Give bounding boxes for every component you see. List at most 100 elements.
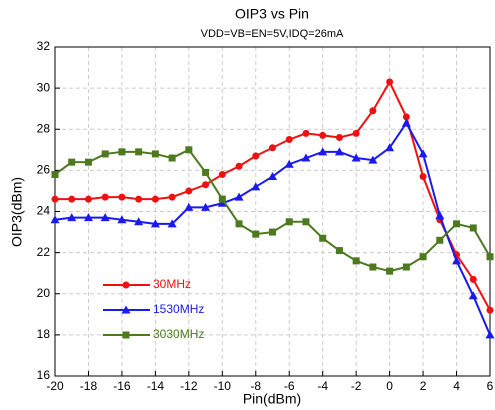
marker: [122, 281, 130, 289]
marker: [67, 213, 77, 222]
y-tick-label: 20: [37, 286, 51, 300]
marker: [319, 131, 327, 139]
marker: [202, 181, 210, 189]
marker: [252, 152, 260, 160]
marker: [168, 193, 176, 201]
marker: [486, 253, 494, 261]
marker: [468, 291, 478, 300]
marker: [118, 148, 126, 156]
marker: [385, 143, 395, 152]
marker: [269, 144, 276, 152]
marker: [435, 211, 445, 220]
marker: [485, 330, 495, 339]
marker: [201, 202, 211, 211]
marker: [486, 306, 494, 314]
marker: [335, 133, 343, 141]
marker: [368, 155, 378, 164]
marker: [184, 202, 194, 211]
marker: [251, 182, 261, 191]
marker: [151, 195, 159, 203]
marker: [284, 159, 294, 168]
marker: [335, 247, 343, 255]
marker: [285, 136, 293, 144]
marker: [469, 275, 477, 283]
marker: [386, 78, 394, 86]
chart-title: OIP3 vs Pin: [235, 6, 309, 22]
marker: [135, 195, 143, 203]
marker: [167, 219, 177, 228]
marker: [268, 172, 277, 181]
y-tick-label: 28: [37, 121, 51, 135]
y-tick-label: 24: [37, 204, 51, 218]
marker: [352, 257, 360, 265]
marker: [168, 154, 176, 162]
marker: [84, 158, 92, 166]
x-tick-label: 2: [420, 379, 427, 393]
marker: [202, 168, 210, 176]
marker: [452, 256, 462, 265]
marker: [68, 195, 76, 203]
marker: [386, 267, 394, 275]
marker: [334, 147, 344, 156]
marker: [319, 234, 327, 242]
x-tick-label: -14: [147, 379, 165, 393]
y-tick-label: 22: [37, 245, 51, 259]
y-tick-label: 26: [37, 163, 51, 177]
marker: [100, 213, 110, 222]
legend-label: 3030MHz: [153, 327, 204, 341]
marker: [51, 195, 59, 203]
legend-label: 1530MHz: [153, 302, 204, 316]
marker: [218, 195, 226, 203]
x-tick-label: 4: [453, 379, 460, 393]
y-tick-label: 16: [37, 368, 51, 382]
marker: [101, 193, 109, 201]
marker: [235, 220, 243, 228]
y-axis-label: OIP3(dBm): [9, 177, 25, 247]
x-axis-label: Pin(dBm): [243, 391, 301, 407]
x-tick-label: -2: [351, 379, 362, 393]
marker: [369, 263, 377, 271]
marker: [217, 198, 227, 207]
marker: [122, 331, 130, 339]
marker: [185, 187, 193, 195]
x-tick-label: -10: [214, 379, 232, 393]
y-tick-label: 32: [37, 39, 51, 53]
chart-subtitle: VDD=VB=EN=5V,IDQ=26mA: [201, 28, 344, 40]
x-tick-label: -18: [80, 379, 98, 393]
x-tick-label: -12: [180, 379, 198, 393]
marker: [117, 215, 127, 224]
marker: [234, 192, 244, 201]
marker: [218, 170, 226, 178]
plot-frame: [54, 46, 491, 377]
marker: [369, 107, 377, 115]
marker: [51, 170, 59, 178]
marker: [121, 305, 131, 314]
marker: [101, 150, 109, 158]
legend-label: 30MHz: [153, 277, 191, 291]
marker: [436, 236, 444, 244]
marker: [453, 220, 461, 228]
marker: [68, 158, 76, 166]
marker: [419, 173, 427, 181]
x-tick-label: 6: [487, 379, 494, 393]
marker: [150, 219, 160, 228]
marker: [269, 228, 276, 236]
marker: [318, 147, 328, 156]
x-tick-label: 0: [386, 379, 393, 393]
marker: [351, 153, 361, 162]
x-tick-label: -16: [113, 379, 131, 393]
marker: [401, 118, 411, 127]
marker: [83, 213, 93, 222]
marker: [185, 146, 193, 154]
marker: [151, 150, 159, 158]
x-tick-label: -20: [46, 379, 64, 393]
marker: [352, 129, 360, 137]
marker: [402, 263, 410, 271]
x-tick-label: -6: [284, 379, 295, 393]
marker: [418, 149, 428, 158]
marker: [402, 113, 410, 121]
marker: [118, 193, 126, 201]
marker: [285, 218, 293, 226]
marker: [235, 162, 243, 170]
